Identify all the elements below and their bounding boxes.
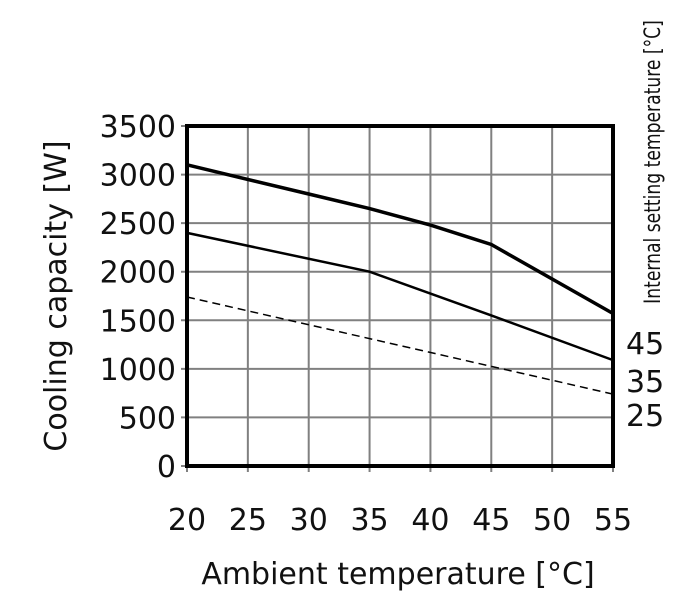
- y-tick-label: 3500: [100, 110, 176, 145]
- x-tick-label: 25: [229, 503, 267, 538]
- series-line-45: [186, 163, 614, 316]
- x-tick-label: 55: [594, 503, 632, 538]
- y-tick-labels: 0 500 1000 1500 2000 2500 3000 3500: [100, 110, 176, 485]
- series-line-35: [186, 231, 614, 362]
- y-tick-label: 2000: [100, 256, 176, 291]
- series-line-25: [186, 296, 614, 395]
- series-label-25: 25: [626, 399, 664, 434]
- x-tick-labels: 20 25 30 35 40 45 50 55: [168, 503, 632, 538]
- x-tick-label: 35: [350, 503, 388, 538]
- series-lines: [186, 163, 614, 395]
- y-axis-label: Cooling capacity [W]: [39, 140, 74, 451]
- y-tick-label: 2500: [100, 207, 176, 242]
- series-label-35: 35: [626, 365, 664, 400]
- right-axis-label: Internal setting temperature [°C]: [640, 20, 666, 304]
- x-tick-label: 45: [472, 503, 510, 538]
- y-tick-label: 3000: [100, 159, 176, 194]
- y-tick-label: 1000: [100, 353, 176, 388]
- y-tick-label: 0: [157, 450, 176, 485]
- series-label-45: 45: [626, 327, 664, 362]
- x-tick-label: 50: [533, 503, 571, 538]
- plot-frame: [185, 124, 615, 468]
- x-tick-label: 40: [411, 503, 449, 538]
- y-tick-label: 1500: [100, 304, 176, 339]
- x-axis-label: Ambient temperature [°C]: [201, 557, 594, 592]
- x-tick-label: 30: [290, 503, 328, 538]
- y-tick-label: 500: [119, 401, 176, 436]
- x-tick-label: 20: [168, 503, 206, 538]
